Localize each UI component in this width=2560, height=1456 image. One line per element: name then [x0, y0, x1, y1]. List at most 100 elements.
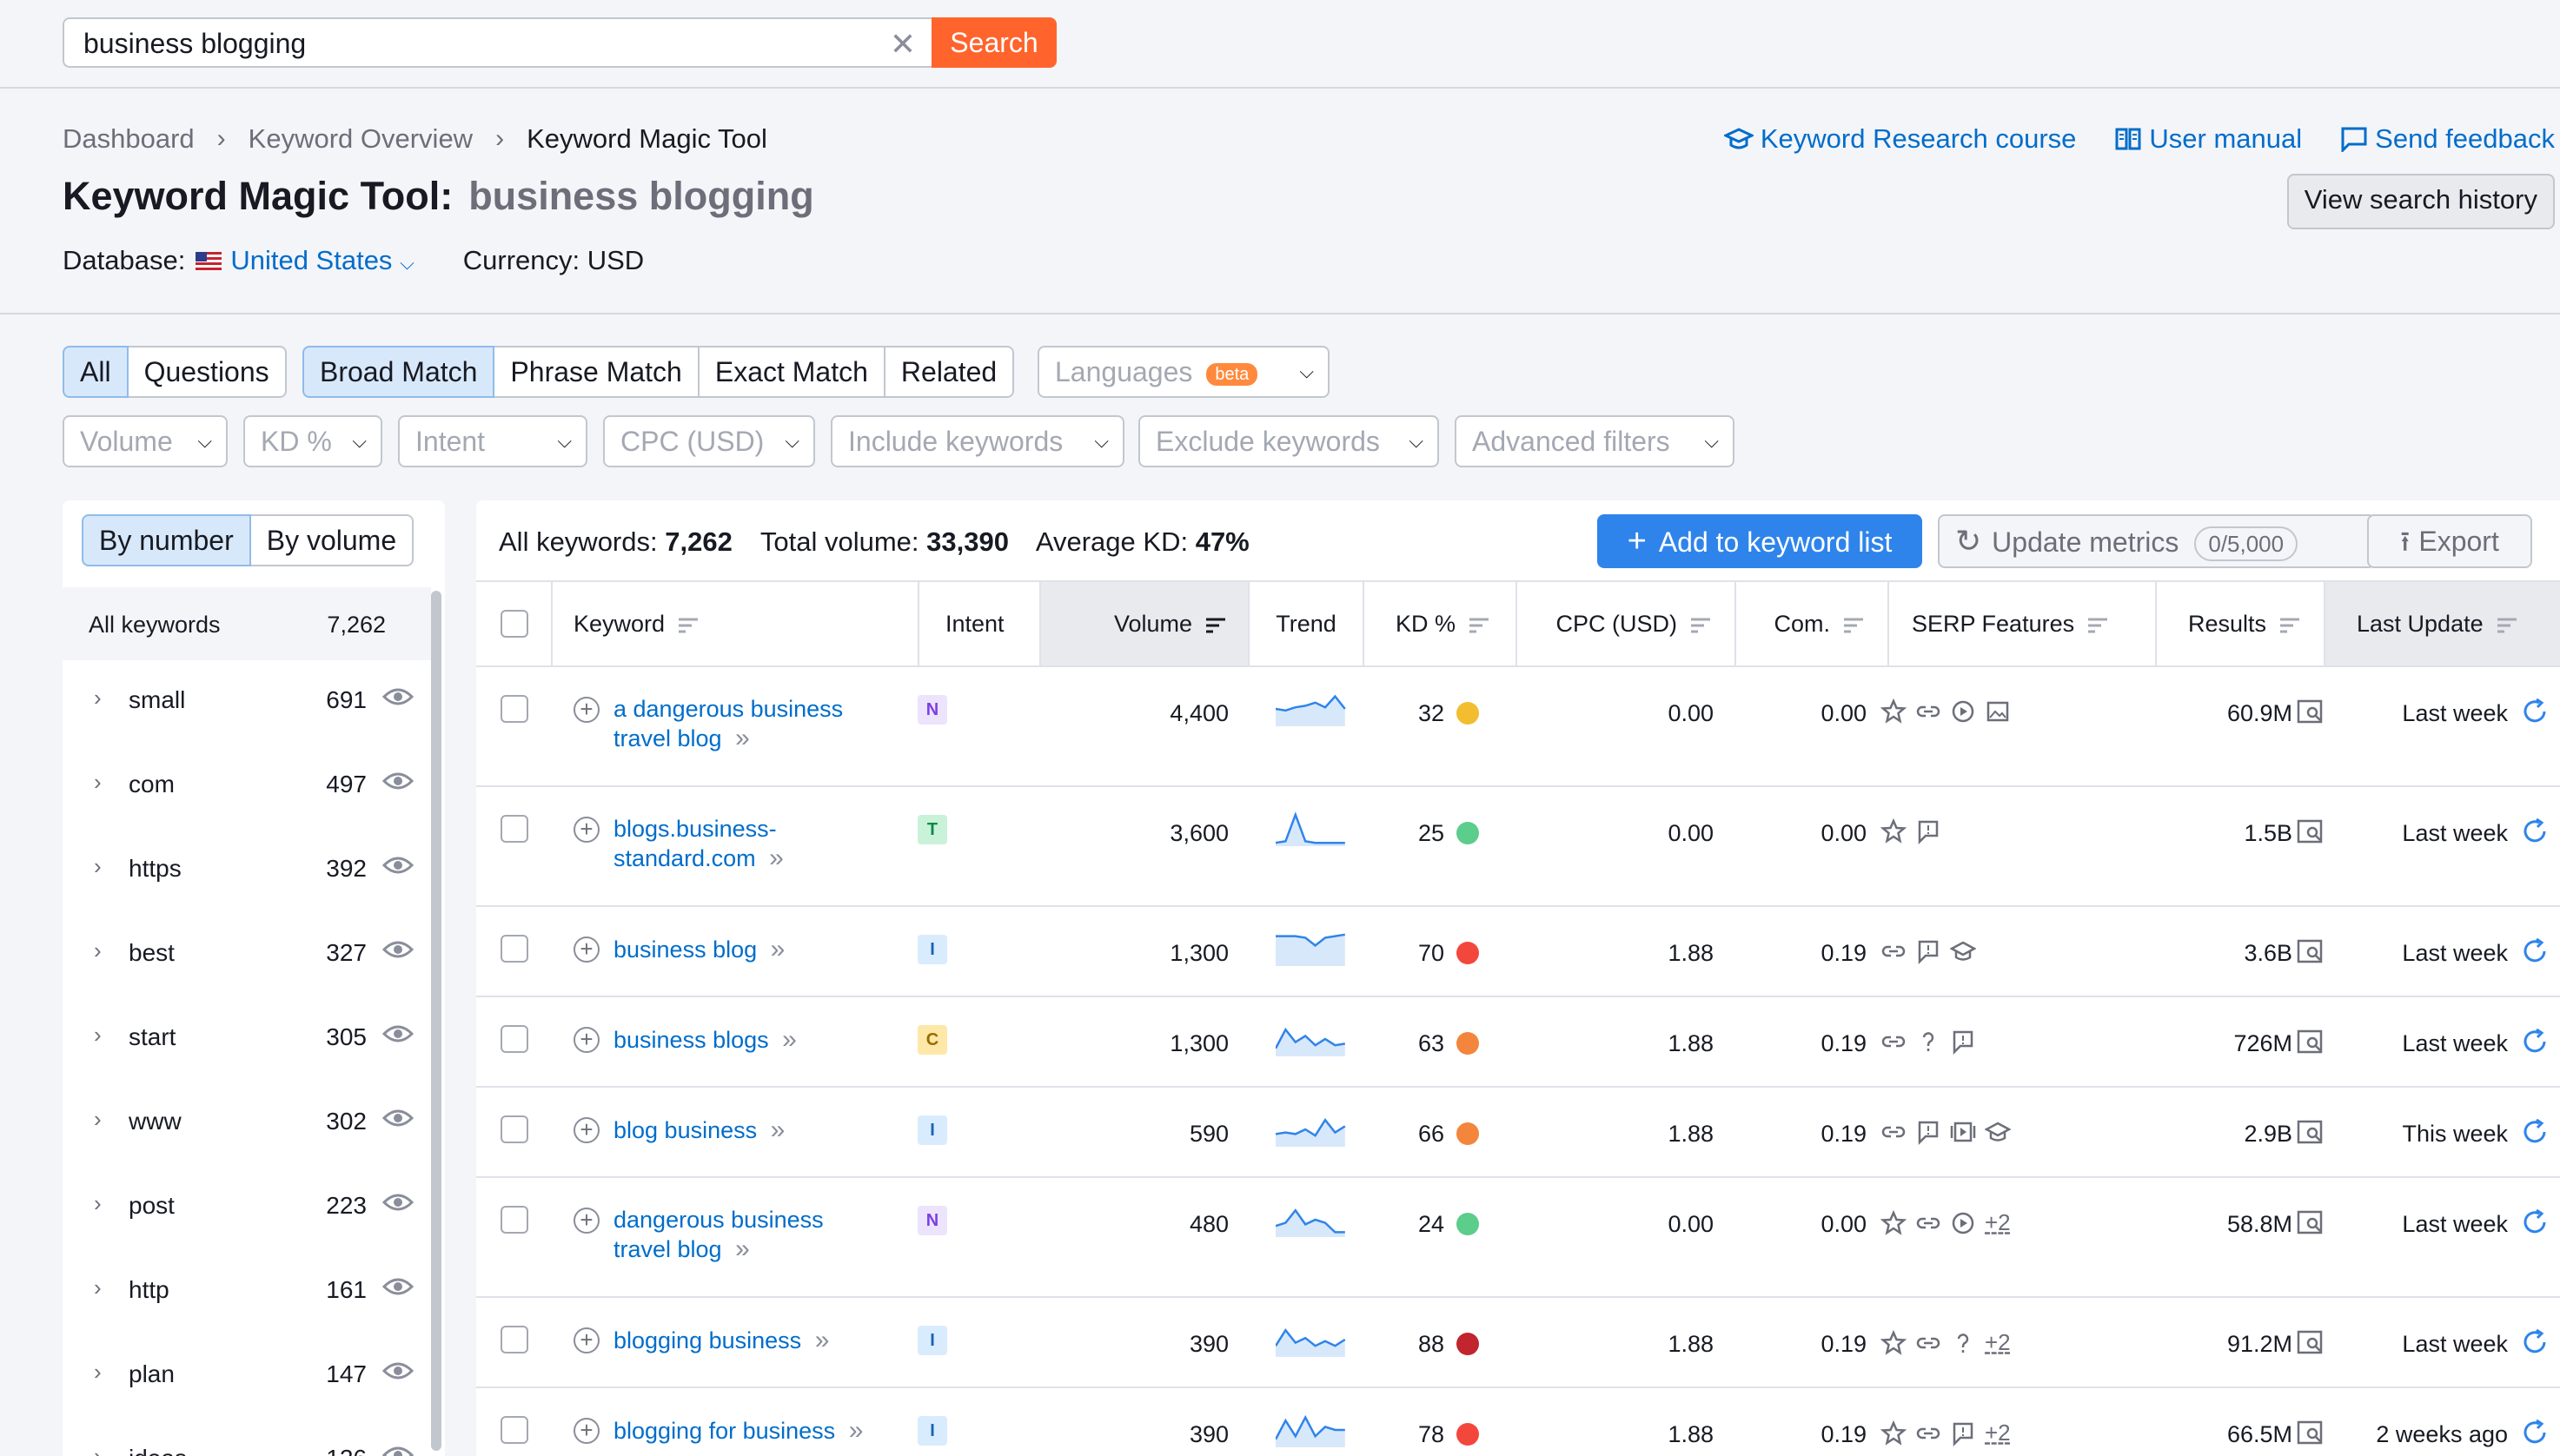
chevron-right-icon[interactable]: ›: [94, 769, 102, 795]
clear-icon[interactable]: ✕: [889, 26, 916, 62]
add-keyword-icon[interactable]: +: [574, 1027, 600, 1053]
serp-view-icon[interactable]: [2296, 698, 2325, 725]
sidebar-group-item[interactable]: › https 392: [63, 829, 431, 912]
graduation-icon[interactable]: [1950, 938, 1976, 964]
serp-view-icon[interactable]: [2296, 1209, 2325, 1235]
database-select[interactable]: United States ⌵: [230, 245, 414, 276]
keyword-link[interactable]: blogs.business-standard.com »: [613, 815, 784, 873]
keyword-link[interactable]: a dangerous business travel blog »: [613, 695, 843, 753]
serp-view-icon[interactable]: [2296, 1119, 2325, 1145]
video-icon[interactable]: [1950, 698, 1976, 725]
sidebar-group-item[interactable]: › start 305: [63, 997, 431, 1081]
add-to-keyword-list-button[interactable]: + Add to keyword list: [1597, 514, 1922, 568]
question-icon[interactable]: [1950, 1330, 1976, 1356]
double-chevron-icon[interactable]: »: [782, 1025, 797, 1054]
link-icon[interactable]: [1915, 1330, 1941, 1356]
keyword-link[interactable]: dangerous business travel blog »: [613, 1206, 824, 1264]
link-icon[interactable]: [1915, 698, 1941, 725]
sidebar-scrollbar[interactable]: [431, 591, 441, 1451]
sidebar-group-item[interactable]: › http 161: [63, 1250, 431, 1334]
keyword-link[interactable]: blogging for business »: [613, 1416, 863, 1446]
eye-icon[interactable]: [382, 686, 414, 707]
eye-icon[interactable]: [382, 1192, 414, 1213]
refresh-icon[interactable]: [2520, 1208, 2550, 1237]
double-chevron-icon[interactable]: »: [848, 1416, 864, 1445]
col-results[interactable]: Results: [2157, 582, 2325, 665]
link-icon[interactable]: [1880, 938, 1907, 964]
sidebar-group-item[interactable]: › www 302: [63, 1082, 431, 1165]
add-keyword-icon[interactable]: +: [574, 1208, 600, 1234]
by-volume-button[interactable]: By volume: [250, 514, 415, 566]
add-keyword-icon[interactable]: +: [574, 817, 600, 843]
row-checkbox[interactable]: [501, 1416, 528, 1444]
row-checkbox[interactable]: [501, 1206, 528, 1234]
add-keyword-icon[interactable]: +: [574, 1418, 600, 1444]
link-icon[interactable]: [1880, 1119, 1907, 1145]
star-icon[interactable]: [1880, 1329, 1907, 1356]
eye-icon[interactable]: [382, 855, 414, 876]
row-checkbox[interactable]: [501, 695, 528, 723]
double-chevron-icon[interactable]: »: [769, 844, 784, 872]
tab-questions[interactable]: Questions: [128, 346, 287, 398]
col-last-update[interactable]: Last Update: [2325, 582, 2560, 665]
review-icon[interactable]: [1915, 818, 1941, 844]
row-checkbox[interactable]: [501, 1115, 528, 1143]
tab-broad-match[interactable]: Broad Match: [302, 346, 495, 398]
graduation-icon[interactable]: [1985, 1119, 2011, 1145]
row-checkbox[interactable]: [501, 1025, 528, 1053]
refresh-icon[interactable]: [2520, 697, 2550, 726]
serp-view-icon[interactable]: [2296, 938, 2325, 964]
keyword-link[interactable]: business blog »: [613, 935, 785, 964]
advanced-filters[interactable]: Advanced filters ⌵: [1455, 415, 1734, 467]
more-serp-features[interactable]: +2: [1985, 1420, 2011, 1446]
eye-icon[interactable]: [382, 1023, 414, 1044]
eye-icon[interactable]: [382, 771, 414, 791]
sidebar-group-item[interactable]: › com 497: [63, 745, 431, 828]
double-chevron-icon[interactable]: »: [814, 1326, 830, 1354]
keyword-link[interactable]: blog business »: [613, 1115, 785, 1145]
double-chevron-icon[interactable]: »: [770, 935, 786, 963]
image-icon[interactable]: [1985, 698, 2011, 725]
eye-icon[interactable]: [382, 1445, 414, 1456]
chevron-right-icon[interactable]: ›: [94, 1190, 102, 1216]
volume-filter[interactable]: Volume ⌵: [63, 415, 228, 467]
chevron-right-icon[interactable]: ›: [94, 1274, 102, 1300]
kd-filter[interactable]: KD % ⌵: [243, 415, 382, 467]
chevron-right-icon[interactable]: ›: [94, 1359, 102, 1385]
video-icon[interactable]: [1950, 1210, 1976, 1236]
add-keyword-icon[interactable]: +: [574, 936, 600, 963]
chevron-right-icon[interactable]: ›: [94, 1106, 102, 1132]
cpc-filter[interactable]: CPC (USD) ⌵: [603, 415, 815, 467]
review-icon[interactable]: [1950, 1420, 1976, 1446]
double-chevron-icon[interactable]: »: [735, 1234, 750, 1263]
chevron-right-icon[interactable]: ›: [94, 685, 102, 711]
breadcrumb-keyword-overview[interactable]: Keyword Overview: [248, 123, 474, 154]
sidebar-group-item[interactable]: › ideas 126: [63, 1419, 431, 1456]
select-all-checkbox[interactable]: [501, 610, 528, 638]
eye-icon[interactable]: [382, 1108, 414, 1128]
export-button[interactable]: ⭱ Export: [2367, 514, 2532, 568]
refresh-icon[interactable]: [2520, 1327, 2550, 1357]
row-checkbox[interactable]: [501, 1326, 528, 1353]
chevron-right-icon[interactable]: ›: [94, 1022, 102, 1048]
serp-view-icon[interactable]: [2296, 818, 2325, 844]
review-icon[interactable]: [1915, 938, 1941, 964]
star-icon[interactable]: [1880, 698, 1907, 725]
refresh-icon[interactable]: [2520, 1027, 2550, 1056]
refresh-icon[interactable]: [2520, 1418, 2550, 1447]
more-serp-features[interactable]: +2: [1985, 1329, 2011, 1355]
refresh-icon[interactable]: [2520, 817, 2550, 846]
feedback-link[interactable]: Send feedback: [2340, 123, 2555, 155]
row-checkbox[interactable]: [501, 815, 528, 843]
include-keywords-filter[interactable]: Include keywords ⌵: [831, 415, 1124, 467]
add-keyword-icon[interactable]: +: [574, 1117, 600, 1143]
star-icon[interactable]: [1880, 818, 1907, 844]
course-link[interactable]: Keyword Research course: [1723, 123, 2076, 155]
link-icon[interactable]: [1880, 1029, 1907, 1055]
review-icon[interactable]: [1915, 1119, 1941, 1145]
serp-view-icon[interactable]: [2296, 1329, 2325, 1355]
search-box[interactable]: ✕: [63, 17, 932, 68]
double-chevron-icon[interactable]: »: [770, 1115, 786, 1144]
eye-icon[interactable]: [382, 1360, 414, 1381]
refresh-icon[interactable]: [2520, 936, 2550, 966]
